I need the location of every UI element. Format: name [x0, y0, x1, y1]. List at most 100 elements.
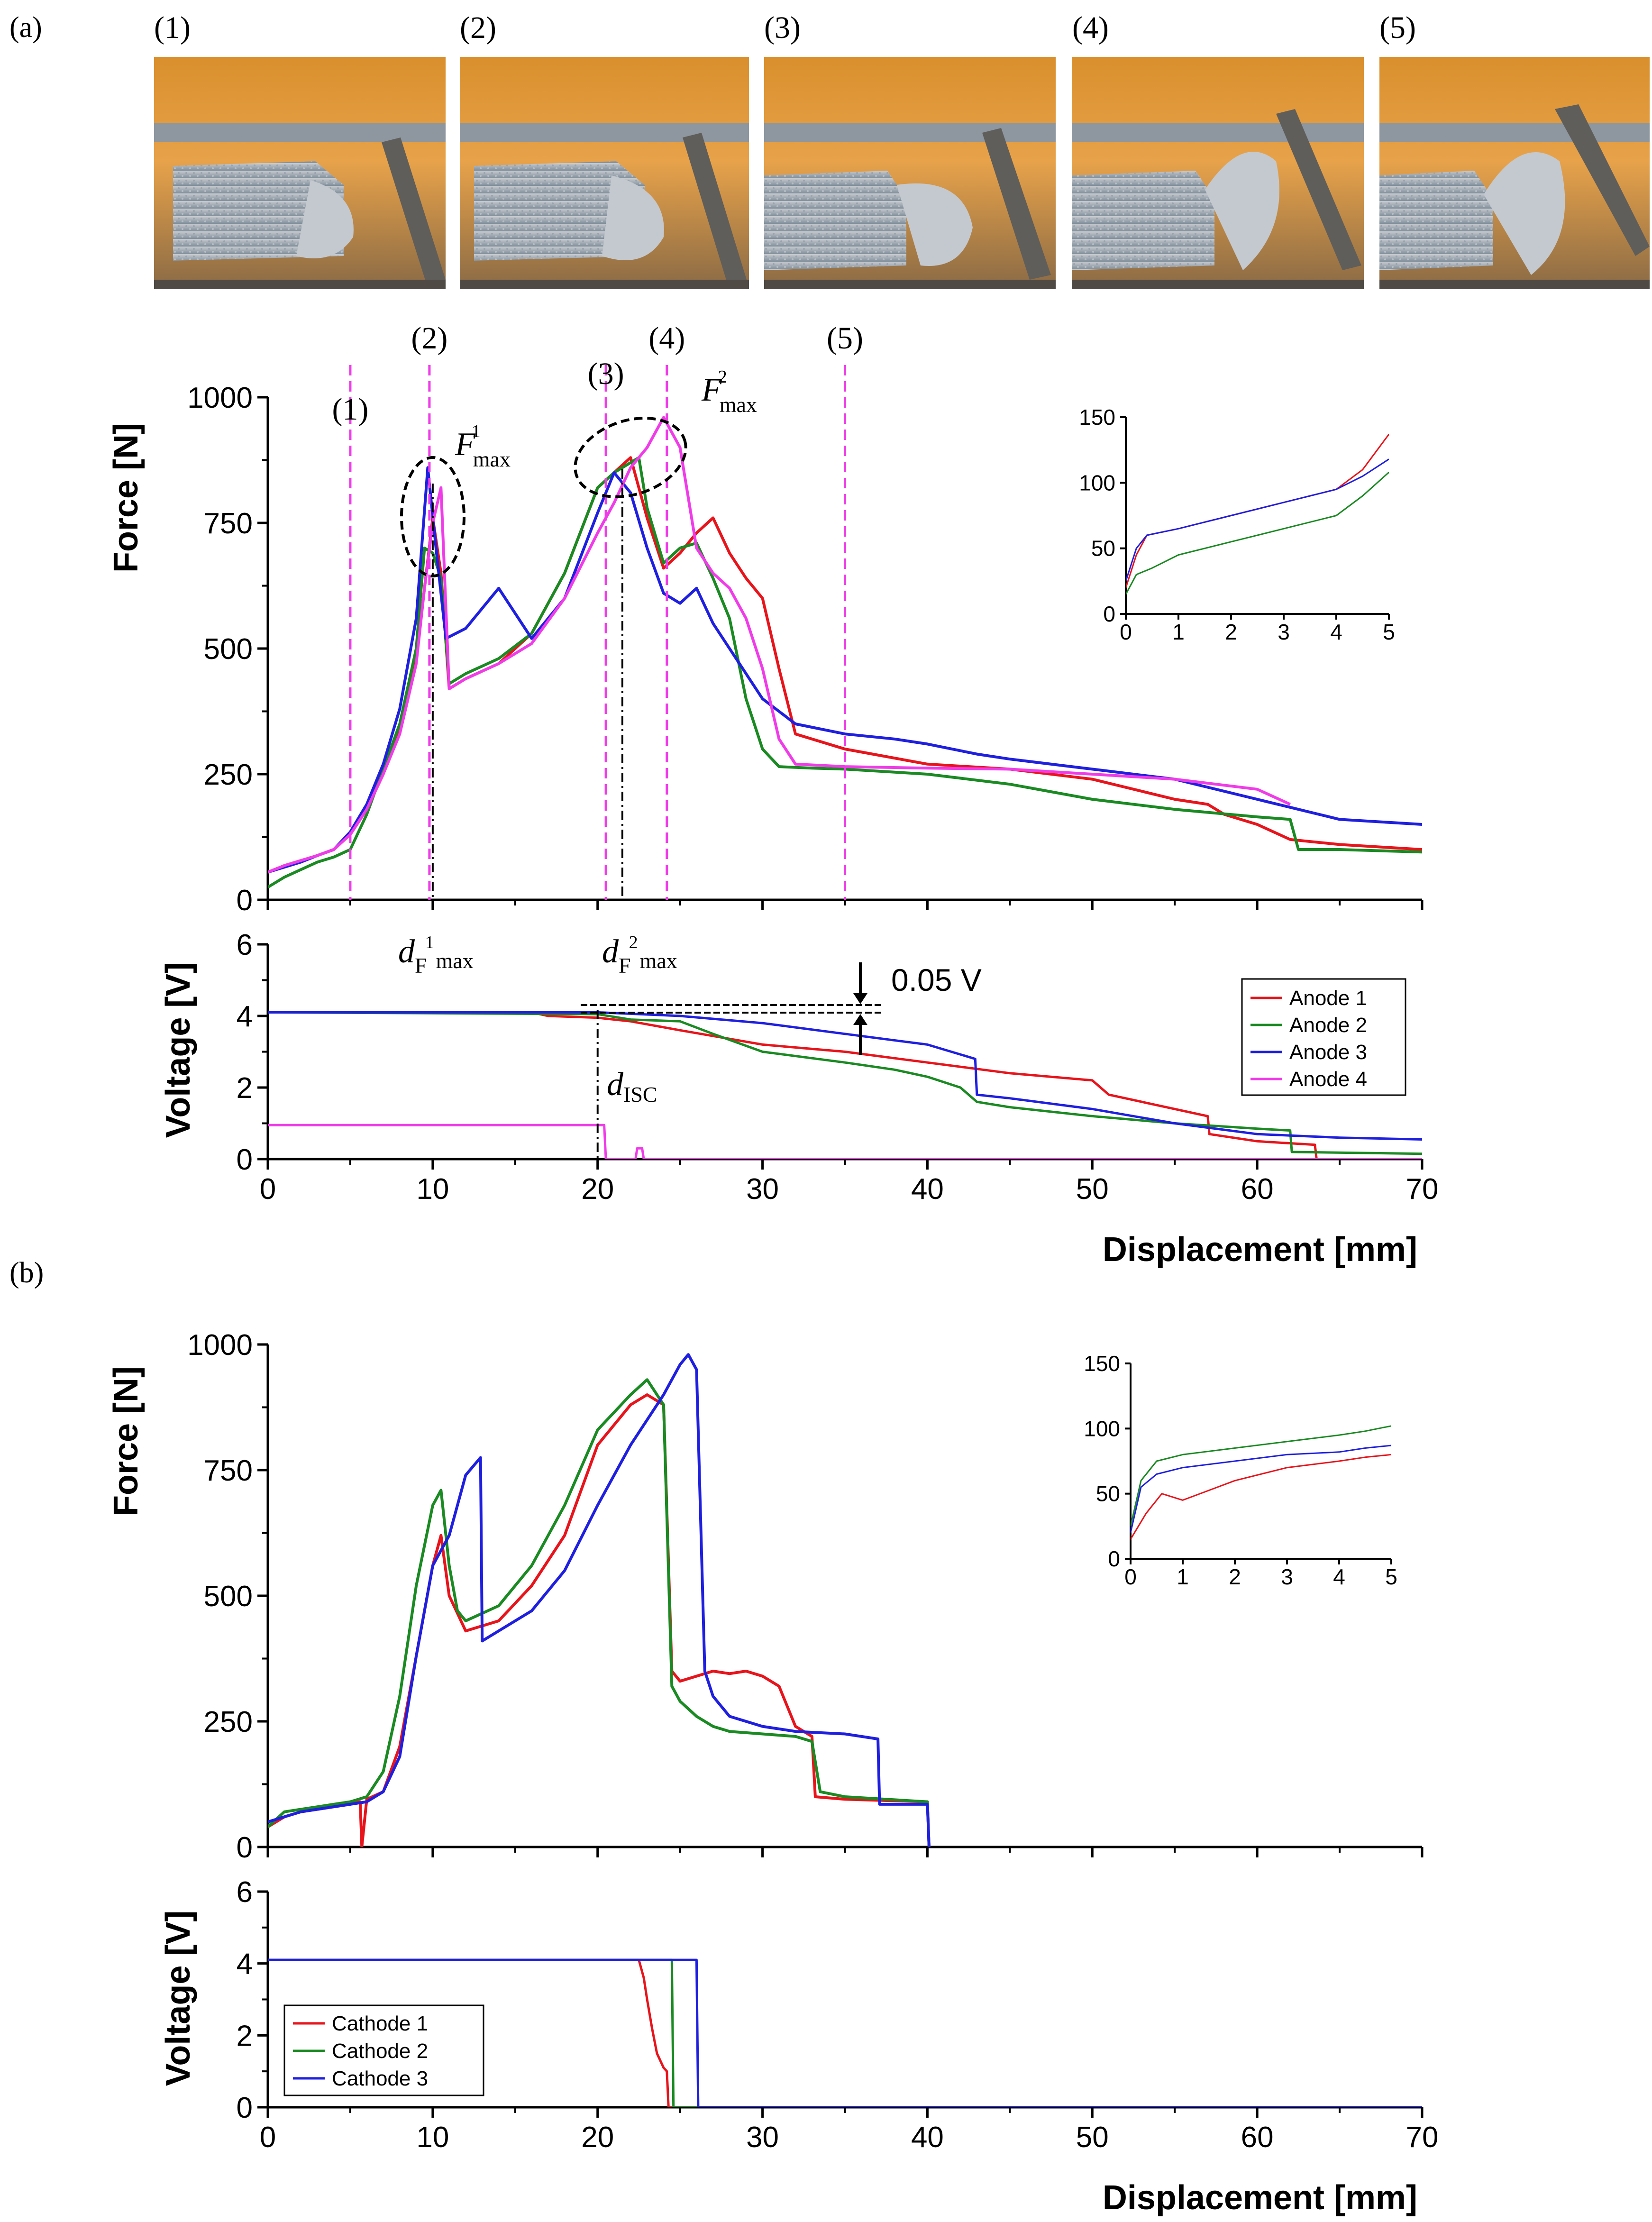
d-fmax1-sub-max: max — [436, 949, 474, 973]
legend-label: Anode 3 — [1289, 1041, 1367, 1064]
fmax2-symbol: F — [701, 372, 722, 408]
y-tick-label: 0 — [237, 1831, 253, 1864]
d-isc-sub: ISC — [623, 1082, 657, 1106]
y-tick-label: 750 — [204, 507, 253, 540]
series-line-b-inset-1 — [1131, 1425, 1391, 1527]
panel-label-b: (b) — [9, 1257, 44, 1289]
photo-label-3: (3) — [764, 10, 801, 45]
x-tick-label: 0 — [1124, 1564, 1137, 1589]
fmax2-sub: max — [720, 393, 757, 417]
photo-2 — [460, 57, 749, 289]
x-tick-label: 1 — [1172, 620, 1185, 644]
x-tick-label: 20 — [581, 2121, 614, 2154]
series-line-cathode-2 — [268, 1378, 931, 1847]
photo-label-5: (5) — [1379, 10, 1416, 45]
x-axis-title-a: Displacement [mm] — [1103, 1231, 1417, 1269]
x-tick-label: 20 — [581, 1173, 614, 1206]
series-line-anode-2 — [268, 456, 1422, 889]
y-tick-label: 250 — [204, 1706, 253, 1738]
d-fmax1-label: dF1max — [398, 933, 474, 978]
voltage-drop-marker — [581, 962, 884, 1055]
y-tick-label: 100 — [1079, 470, 1115, 495]
y-tick-label: 2 — [237, 1072, 253, 1105]
x-tick-label: 1 — [1177, 1564, 1189, 1589]
y-tick-label: 750 — [204, 1454, 253, 1487]
series-group-a-inset — [1126, 434, 1389, 595]
x-tick-label: 60 — [1241, 2121, 1274, 2154]
fmax2-sup: 2 — [718, 367, 727, 387]
fmax1-sup: 1 — [472, 421, 481, 441]
stage-marker-label: (5) — [827, 321, 863, 356]
y-tick-label: 0 — [1103, 602, 1115, 626]
x-tick-label: 5 — [1383, 620, 1395, 644]
x-tick-label: 3 — [1281, 1564, 1293, 1589]
y-tick-label: 4 — [237, 1948, 253, 1981]
stage-marker-label: (1) — [332, 392, 368, 427]
d-fmax2-sub-f: F — [619, 953, 631, 978]
legend-a: Anode 1 Anode 2 Anode 3 Anode 4 — [1241, 978, 1406, 1096]
photo-strip — [154, 57, 1650, 289]
series-line-anode-2 — [268, 1011, 1422, 1155]
y-tick-label: 250 — [204, 759, 253, 791]
d-isc-label: dISC — [607, 1066, 657, 1106]
series-line-cathode-3 — [268, 1958, 1422, 2107]
panel-label-a: (a) — [9, 11, 42, 44]
x-tick-label: 4 — [1330, 620, 1342, 644]
fmax1-symbol: F — [455, 426, 476, 463]
y-tick-label: 6 — [237, 1876, 253, 1909]
y-tick-label: 0 — [237, 2092, 253, 2124]
d-fmax2-label: dF2max — [602, 933, 677, 978]
series-line-cathode-1 — [268, 1958, 1422, 2107]
y-tick-label: 6 — [237, 929, 253, 961]
x-tick-label: 0 — [1120, 620, 1132, 644]
axes-a-inset: 0 50 100 150 0 1 2 3 4 5 — [1079, 405, 1395, 644]
x-tick-label: 30 — [746, 1173, 779, 1206]
d-fmax2-sup: 2 — [629, 933, 638, 952]
legend-label: Anode 4 — [1289, 1068, 1367, 1091]
series-line-a-inset-2 — [1126, 458, 1389, 582]
series-line-cathode-1 — [268, 1393, 931, 1847]
stage-marker-label: (3) — [588, 357, 624, 391]
fmax1-sub: max — [473, 447, 511, 471]
stage-marker-label: (4) — [648, 321, 685, 356]
legend-label: Cathode 1 — [332, 2012, 428, 2035]
fmax2-label: F2 max — [701, 367, 757, 417]
x-tick-label: 70 — [1406, 1173, 1439, 1206]
y-tick-label: 0 — [237, 884, 253, 917]
series-line-a-inset-0 — [1126, 434, 1389, 588]
series-line-anode-3 — [268, 1011, 1422, 1141]
stage-marker-label: (2) — [411, 321, 447, 356]
fmax1-label: F1 max — [455, 421, 511, 471]
y-tick-label: 1000 — [187, 382, 253, 414]
x-tick-label: 40 — [911, 1173, 944, 1206]
x-tick-label: 60 — [1241, 1173, 1274, 1206]
y-tick-label: 2 — [237, 2020, 253, 2052]
ellipse-fmax-1 — [400, 456, 465, 577]
arrow-down-head — [853, 993, 867, 1004]
x-tick-label: 2 — [1229, 1564, 1241, 1589]
photo-1 — [154, 57, 446, 289]
d-fmax2-symbol: d — [602, 933, 619, 970]
y-tick-label: 4 — [237, 1000, 253, 1033]
x-tick-label: 30 — [746, 2121, 779, 2154]
d-fmax1-symbol: d — [398, 933, 415, 970]
arrow-up-head — [853, 1014, 867, 1025]
y-axis-title-a-voltage: Voltage [V] — [159, 962, 197, 1138]
d-fmax1-sub-f: F — [415, 953, 427, 978]
legend-b: Cathode 1 Cathode 2 Cathode 3 — [283, 2004, 484, 2096]
series-line-anode-4 — [268, 1124, 1422, 1159]
y-tick-label: 100 — [1084, 1416, 1120, 1441]
series-line-cathode-3 — [268, 1353, 931, 1847]
ellipse-fmax-2 — [574, 417, 687, 498]
y-tick-label: 150 — [1084, 1351, 1120, 1376]
y-tick-label: 500 — [204, 1580, 253, 1613]
d-fmax2-sub-max: max — [640, 949, 677, 973]
x-tick-label: 70 — [1406, 2121, 1439, 2154]
y-tick-label: 500 — [204, 633, 253, 666]
series-line-b-inset-0 — [1131, 1454, 1391, 1540]
x-tick-label: 0 — [260, 1173, 276, 1206]
